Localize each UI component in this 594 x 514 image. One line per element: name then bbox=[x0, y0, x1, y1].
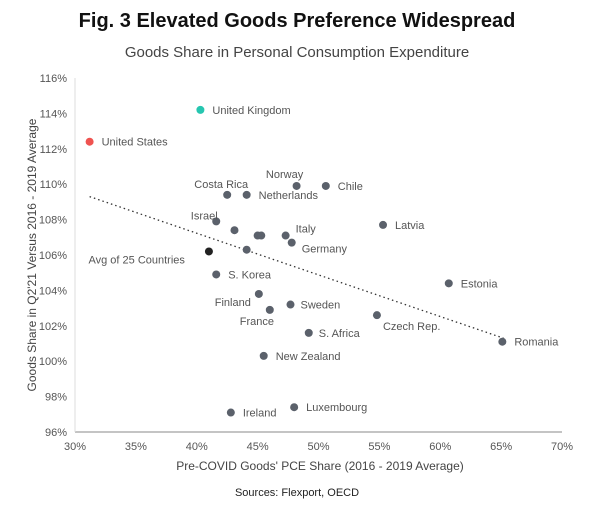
x-tick-label: 50% bbox=[307, 441, 329, 453]
y-tick-label: 104% bbox=[39, 285, 67, 297]
x-tick-label: 35% bbox=[125, 441, 147, 453]
data-point-label: Ireland bbox=[243, 408, 277, 420]
data-point bbox=[212, 217, 221, 226]
chart-title: Fig. 3 Elevated Goods Preference Widespr… bbox=[78, 10, 516, 32]
x-axis-label: Pre-COVID Goods' PCE Share (2016 - 2019 … bbox=[176, 459, 464, 473]
data-point bbox=[372, 311, 381, 320]
y-tick-label: 114% bbox=[40, 108, 68, 120]
data-point bbox=[226, 408, 235, 417]
data-point-label: Estonia bbox=[461, 278, 499, 290]
data-point-label: Avg of 25 Countries bbox=[89, 254, 186, 266]
x-tick-label: 30% bbox=[64, 441, 86, 453]
y-tick-label: 96% bbox=[45, 427, 67, 439]
data-point bbox=[212, 270, 221, 279]
data-point-label: S. Korea bbox=[228, 269, 272, 281]
source-note: Sources: Flexport, OECD bbox=[234, 487, 360, 499]
y-tick-label: 100% bbox=[39, 356, 67, 368]
data-point-label: Sweden bbox=[300, 300, 340, 312]
y-tick-label: 110% bbox=[40, 179, 68, 191]
data-point bbox=[444, 279, 453, 288]
data-point bbox=[242, 245, 251, 254]
data-point bbox=[196, 105, 205, 114]
data-point bbox=[321, 181, 330, 190]
data-point bbox=[286, 300, 295, 309]
data-point-label: Norway bbox=[266, 169, 304, 181]
data-point bbox=[230, 226, 239, 235]
data-point bbox=[242, 190, 251, 199]
data-point bbox=[254, 289, 263, 298]
data-point bbox=[265, 305, 274, 314]
data-point-label: New Zealand bbox=[276, 351, 341, 363]
data-point bbox=[257, 231, 266, 240]
data-point-label: Czech Rep. bbox=[383, 321, 440, 333]
data-point-label: Luxembourg bbox=[306, 402, 367, 414]
data-point-label: Germany bbox=[302, 244, 348, 256]
data-point-label: France bbox=[240, 316, 274, 328]
data-point-label: United States bbox=[102, 137, 169, 149]
data-point bbox=[290, 403, 299, 412]
data-point-label: United Kingdom bbox=[212, 105, 290, 117]
data-point-label: Latvia bbox=[395, 220, 425, 232]
x-tick-label: 55% bbox=[368, 441, 390, 453]
data-point bbox=[85, 137, 94, 146]
data-point-label: Romania bbox=[514, 337, 559, 349]
data-point-label: S. Africa bbox=[319, 328, 361, 340]
data-point-label: Chile bbox=[338, 181, 363, 193]
x-tick-label: 70% bbox=[551, 441, 573, 453]
x-tick-label: 65% bbox=[490, 441, 512, 453]
x-tick-label: 45% bbox=[247, 441, 269, 453]
data-point bbox=[292, 181, 301, 190]
data-point bbox=[287, 238, 296, 247]
data-point bbox=[204, 247, 213, 256]
y-tick-label: 102% bbox=[39, 321, 67, 333]
data-point bbox=[304, 328, 313, 337]
y-tick-label: 116% bbox=[40, 73, 68, 85]
y-tick-label: 106% bbox=[39, 250, 67, 262]
data-point-label: Israel bbox=[191, 210, 218, 222]
data-point bbox=[223, 190, 232, 199]
data-point-label: Italy bbox=[296, 224, 317, 236]
y-tick-label: 112% bbox=[40, 144, 68, 156]
y-tick-label: 108% bbox=[39, 215, 67, 227]
data-point-label: Netherlands bbox=[259, 190, 319, 202]
data-point bbox=[259, 351, 268, 360]
data-point bbox=[379, 220, 388, 229]
data-point bbox=[281, 231, 290, 240]
chart-subtitle: Goods Share in Personal Consumption Expe… bbox=[124, 44, 470, 61]
data-point bbox=[498, 337, 507, 346]
x-tick-label: 40% bbox=[186, 441, 208, 453]
data-point-label: Finland bbox=[215, 297, 251, 309]
y-axis-label: Goods Share in Q2'21 Versus 2016 - 2019 … bbox=[25, 118, 39, 391]
data-point-label: Costa Rica bbox=[194, 179, 249, 191]
x-tick-label: 60% bbox=[429, 441, 451, 453]
y-tick-label: 98% bbox=[45, 392, 67, 404]
trend-line bbox=[89, 195, 504, 339]
